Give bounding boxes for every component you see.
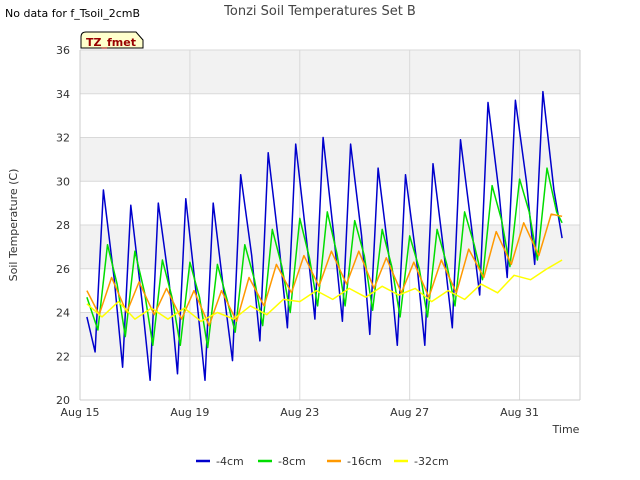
x-axis-label: Time [552, 423, 580, 436]
axes: 20 22 24 26 28 30 32 34 36 Aug 15 Aug 19 Aug 23 Aug … [56, 44, 581, 419]
x-tick-label: Aug 23 [280, 406, 319, 419]
series-line-16cm [86, 213, 563, 327]
y-tick-label: 30 [56, 175, 70, 188]
legend-label-4cm: -4cm [216, 455, 244, 468]
site-badge: TZ_fmet [80, 31, 144, 49]
grid-band [80, 50, 580, 94]
y-axis-label: Soil Temperature (C) [7, 169, 20, 282]
y-tick-label: 34 [56, 88, 70, 101]
x-tick-label: Aug 15 [61, 406, 100, 419]
legend-label-8cm: -8cm [278, 455, 306, 468]
legend-label-32cm: -32cm [414, 455, 449, 468]
series-line-4cm [86, 90, 563, 382]
series-line-8cm [86, 167, 563, 349]
no-data-note: No data for f_Tsoil_2cmB [5, 7, 140, 20]
y-tick-label: 20 [56, 394, 70, 407]
badge-label: TZ_fmet [86, 36, 136, 49]
series-layer [86, 90, 563, 382]
x-tick-label: Aug 31 [500, 406, 539, 419]
series-line-32cm [86, 259, 563, 323]
y-tick-label: 36 [56, 44, 70, 57]
y-tick-label: 24 [56, 307, 70, 320]
x-tick-label: Aug 19 [170, 406, 209, 419]
grid-band [80, 137, 580, 182]
x-tick-label: Aug 27 [390, 406, 429, 419]
chart-title: Tonzi Soil Temperatures Set B [223, 4, 416, 19]
legend-label-16cm: -16cm [347, 455, 382, 468]
y-tick-label: 26 [56, 263, 70, 276]
y-tick-label: 22 [56, 350, 70, 363]
grid-band [80, 312, 580, 357]
legend: -4cm -8cm -16cm -32cm [196, 455, 449, 468]
y-tick-label: 28 [56, 219, 70, 232]
y-tick-label: 32 [56, 132, 70, 145]
